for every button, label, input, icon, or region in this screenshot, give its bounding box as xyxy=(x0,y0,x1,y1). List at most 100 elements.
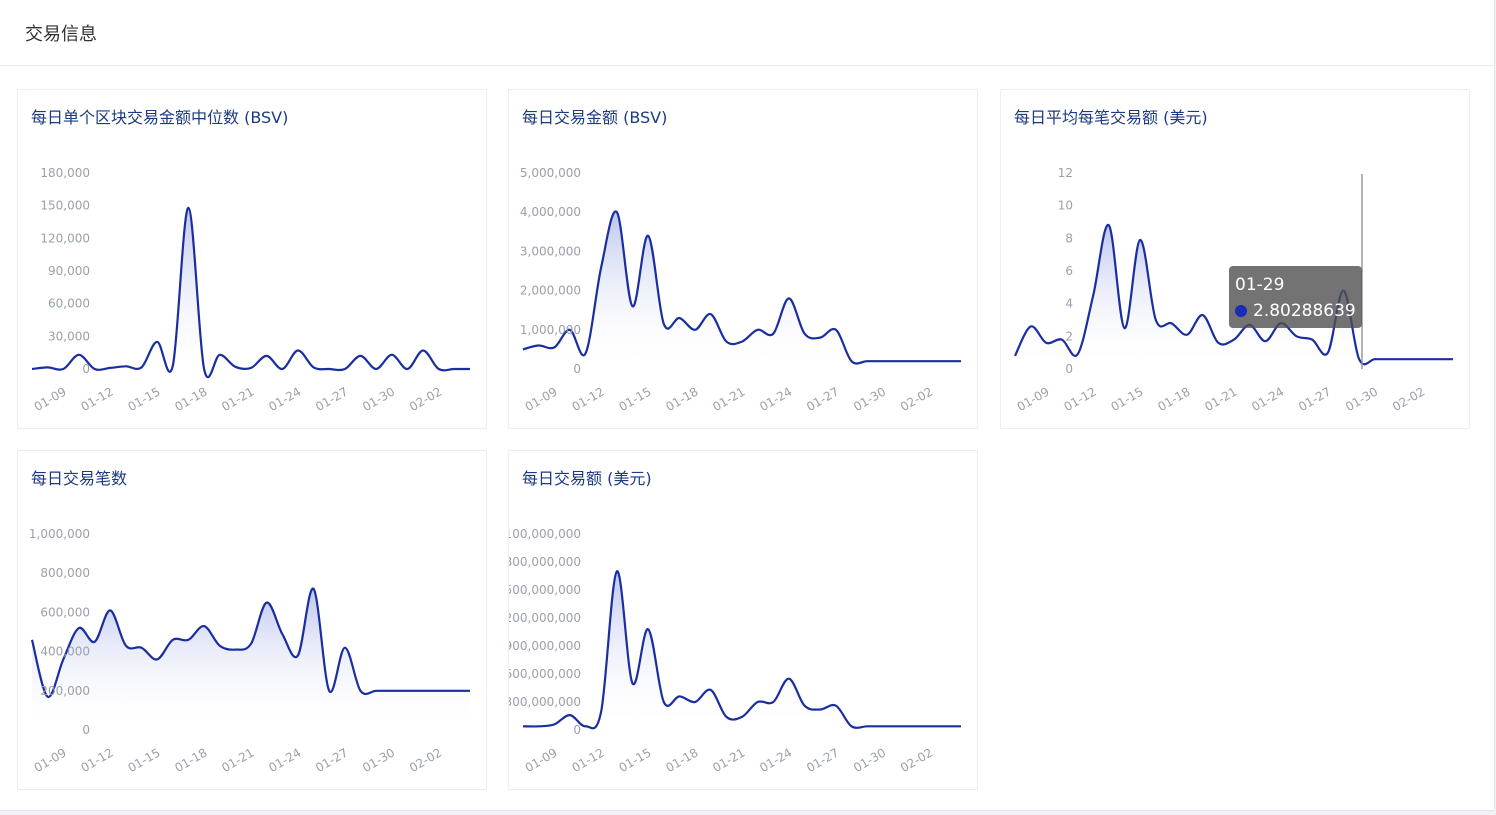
x-tick-label: 01-09 xyxy=(523,384,560,414)
x-tick-label: 01-15 xyxy=(1108,384,1145,414)
y-tick-label: 300,000,000 xyxy=(509,695,581,709)
x-tick-label: 01-21 xyxy=(710,384,747,414)
x-tick-label: 01-30 xyxy=(1343,384,1380,414)
y-tick-label: 180,000 xyxy=(40,166,90,180)
y-tick-label: 12 xyxy=(1058,166,1073,180)
x-tick-label: 01-24 xyxy=(757,384,794,414)
x-tick-label: 01-27 xyxy=(1296,384,1333,414)
x-tick-label: 01-21 xyxy=(219,384,256,414)
x-tick-label: 01-15 xyxy=(616,384,653,414)
y-tick-label: 90,000 xyxy=(48,264,90,278)
x-tick-label: 01-09 xyxy=(523,745,560,775)
series-area xyxy=(32,588,470,730)
x-tick-label: 01-27 xyxy=(313,745,350,775)
x-tick-label: 01-09 xyxy=(32,745,69,775)
x-tick-label: 02-02 xyxy=(898,745,935,775)
y-tick-label: 2 xyxy=(1065,329,1073,343)
chart-title: 每日交易金额 (BSV) xyxy=(522,108,668,127)
chart-card-avg-tx-usd: 每日平均每笔交易额 (美元) 0 2 4 6 8 10 12 01-09 01-12 01-15 0… xyxy=(1000,89,1470,429)
chart-card-median-block-amount: 每日单个区块交易金额中位数 (BSV) 0 30,000 60,000 90,000 1… xyxy=(17,89,487,429)
y-tick-label: 2,100,000,000 xyxy=(509,527,581,541)
y-tick-label: 600,000,000 xyxy=(509,667,581,681)
panel-header: 交易信息 xyxy=(0,0,1494,66)
chart-tooltip: 01-29 2.80288639 xyxy=(1229,266,1362,328)
x-tick-label: 02-02 xyxy=(407,745,444,775)
y-tick-label: 150,000 xyxy=(40,199,90,213)
chart-avg-tx-usd[interactable]: 0 2 4 6 8 10 12 01-09 01-12 01-15 01-18 01-21 01-24 0… xyxy=(1001,90,1471,430)
x-tick-label: 01-30 xyxy=(360,745,397,775)
x-tick-label: 01-24 xyxy=(1249,384,1286,414)
y-tick-label: 1,200,000,000 xyxy=(509,611,581,625)
y-tick-label: 200,000 xyxy=(40,684,90,698)
x-tick-label: 02-02 xyxy=(1390,384,1427,414)
x-tick-label: 01-12 xyxy=(79,384,116,414)
y-tick-label: 0 xyxy=(1065,362,1073,376)
x-tick-label: 02-02 xyxy=(898,384,935,414)
y-tick-label: 4 xyxy=(1065,297,1073,311)
y-tick-label: 0 xyxy=(573,723,581,737)
x-tick-label: 01-27 xyxy=(804,745,841,775)
x-tick-label: 01-15 xyxy=(616,745,653,775)
x-tick-label: 01-24 xyxy=(266,745,303,775)
chart-daily-amount-bsv[interactable]: 0 1,000,000 2,000,000 3,000,000 4,000,000 5,0… xyxy=(509,90,979,430)
y-tick-label: 600,000 xyxy=(40,605,90,619)
x-tick-label: 01-12 xyxy=(570,745,607,775)
x-tick-label: 01-18 xyxy=(172,745,209,775)
y-tick-label: 2,000,000 xyxy=(520,284,581,298)
x-tick-label: 01-24 xyxy=(266,384,303,414)
series-area xyxy=(32,207,470,378)
chart-title: 每日交易额 (美元) xyxy=(522,469,652,488)
x-tick-label: 02-02 xyxy=(407,384,444,414)
y-tick-label: 5,000,000 xyxy=(520,166,581,180)
chart-card-daily-tx-usd: 每日交易额 (美元) 0 300,000,000 600,000,000 900,00… xyxy=(508,450,978,790)
x-tick-label: 01-09 xyxy=(1015,384,1052,414)
y-tick-label: 0 xyxy=(82,723,90,737)
y-tick-label: 8 xyxy=(1065,231,1073,245)
series-area xyxy=(523,571,961,730)
y-tick-label: 1,000,000 xyxy=(520,323,581,337)
y-tick-label: 1,800,000,000 xyxy=(509,555,581,569)
x-tick-label: 01-18 xyxy=(663,384,700,414)
series-dot-icon xyxy=(1235,305,1247,317)
chart-title: 每日交易笔数 xyxy=(31,469,128,488)
y-tick-label: 30,000 xyxy=(48,329,90,343)
y-tick-label: 1,000,000 xyxy=(29,527,90,541)
y-tick-label: 900,000,000 xyxy=(509,639,581,653)
chart-daily-tx-count[interactable]: 0 200,000 400,000 600,000 800,000 1,000,000 01… xyxy=(18,451,488,791)
series-line xyxy=(30,587,470,698)
x-tick-label: 01-30 xyxy=(851,745,888,775)
x-tick-label: 01-24 xyxy=(757,745,794,775)
y-tick-label: 1,500,000,000 xyxy=(509,583,581,597)
series-area xyxy=(523,211,961,369)
y-tick-label: 10 xyxy=(1058,199,1073,213)
y-tick-label: 60,000 xyxy=(48,297,90,311)
x-tick-label: 01-12 xyxy=(1062,384,1099,414)
chart-daily-tx-usd[interactable]: 0 300,000,000 600,000,000 900,000,000 1,200,… xyxy=(509,451,979,791)
x-tick-label: 01-18 xyxy=(172,384,209,414)
y-tick-label: 3,000,000 xyxy=(520,244,581,258)
series-area xyxy=(1015,224,1453,369)
y-tick-label: 0 xyxy=(82,362,90,376)
x-tick-label: 01-18 xyxy=(663,745,700,775)
x-tick-label: 01-30 xyxy=(360,384,397,414)
chart-median-block-amount[interactable]: 0 30,000 60,000 90,000 120,000 150,000 180,000… xyxy=(18,90,488,430)
x-tick-label: 01-18 xyxy=(1155,384,1192,414)
x-tick-label: 01-30 xyxy=(851,384,888,414)
page-title: 交易信息 xyxy=(25,24,97,45)
x-tick-label: 01-15 xyxy=(125,384,162,414)
chart-title: 每日平均每笔交易额 (美元) xyxy=(1014,108,1208,127)
y-tick-label: 120,000 xyxy=(40,231,90,245)
y-tick-label: 0 xyxy=(573,362,581,376)
x-tick-label: 01-21 xyxy=(1202,384,1239,414)
x-tick-label: 01-15 xyxy=(125,745,162,775)
series-line xyxy=(31,206,470,379)
tooltip-row: 2.80288639 xyxy=(1235,298,1356,324)
y-tick-label: 400,000 xyxy=(40,645,90,659)
x-tick-label: 01-27 xyxy=(313,384,350,414)
x-tick-label: 01-21 xyxy=(710,745,747,775)
x-tick-label: 01-09 xyxy=(32,384,69,414)
chart-card-daily-amount-bsv: 每日交易金额 (BSV) 0 1,000,000 2,000,000 3,000,00… xyxy=(508,89,978,429)
y-tick-label: 4,000,000 xyxy=(520,205,581,219)
tooltip-value: 2.80288639 xyxy=(1253,301,1356,321)
